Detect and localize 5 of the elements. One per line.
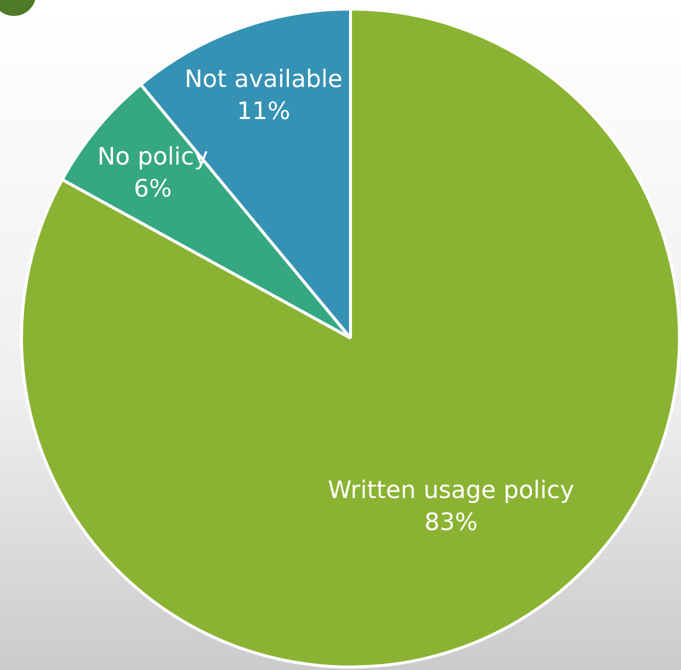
data-label: 6% (134, 174, 172, 203)
slice-label: Written usage policy (328, 476, 574, 504)
data-label: 83% (424, 508, 478, 536)
data-label: 11% (236, 96, 290, 125)
slice-label: Not available (184, 64, 343, 93)
